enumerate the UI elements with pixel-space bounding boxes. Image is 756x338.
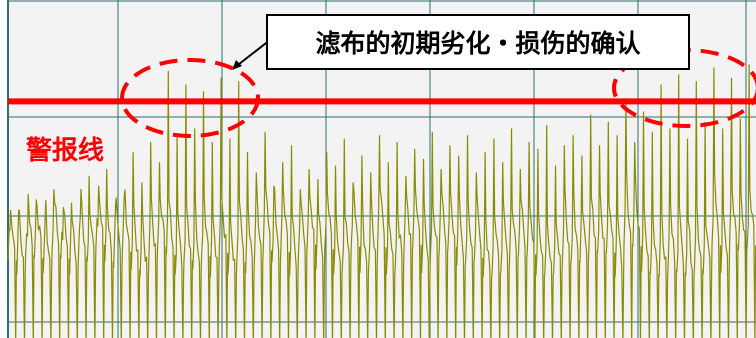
- callout-text: 滤布的初期劣化・损伤的确认: [315, 29, 641, 58]
- highlight-ellipse-early: [120, 58, 260, 138]
- signal-series: [7, 64, 756, 338]
- callout-box: 滤布的初期劣化・损伤的确认: [266, 14, 690, 70]
- alarm-line-label: 警报线: [26, 136, 105, 166]
- callout-pointer-left: [233, 39, 271, 69]
- callout-arrowhead-left: [232, 60, 242, 70]
- signal-line: [7, 64, 756, 338]
